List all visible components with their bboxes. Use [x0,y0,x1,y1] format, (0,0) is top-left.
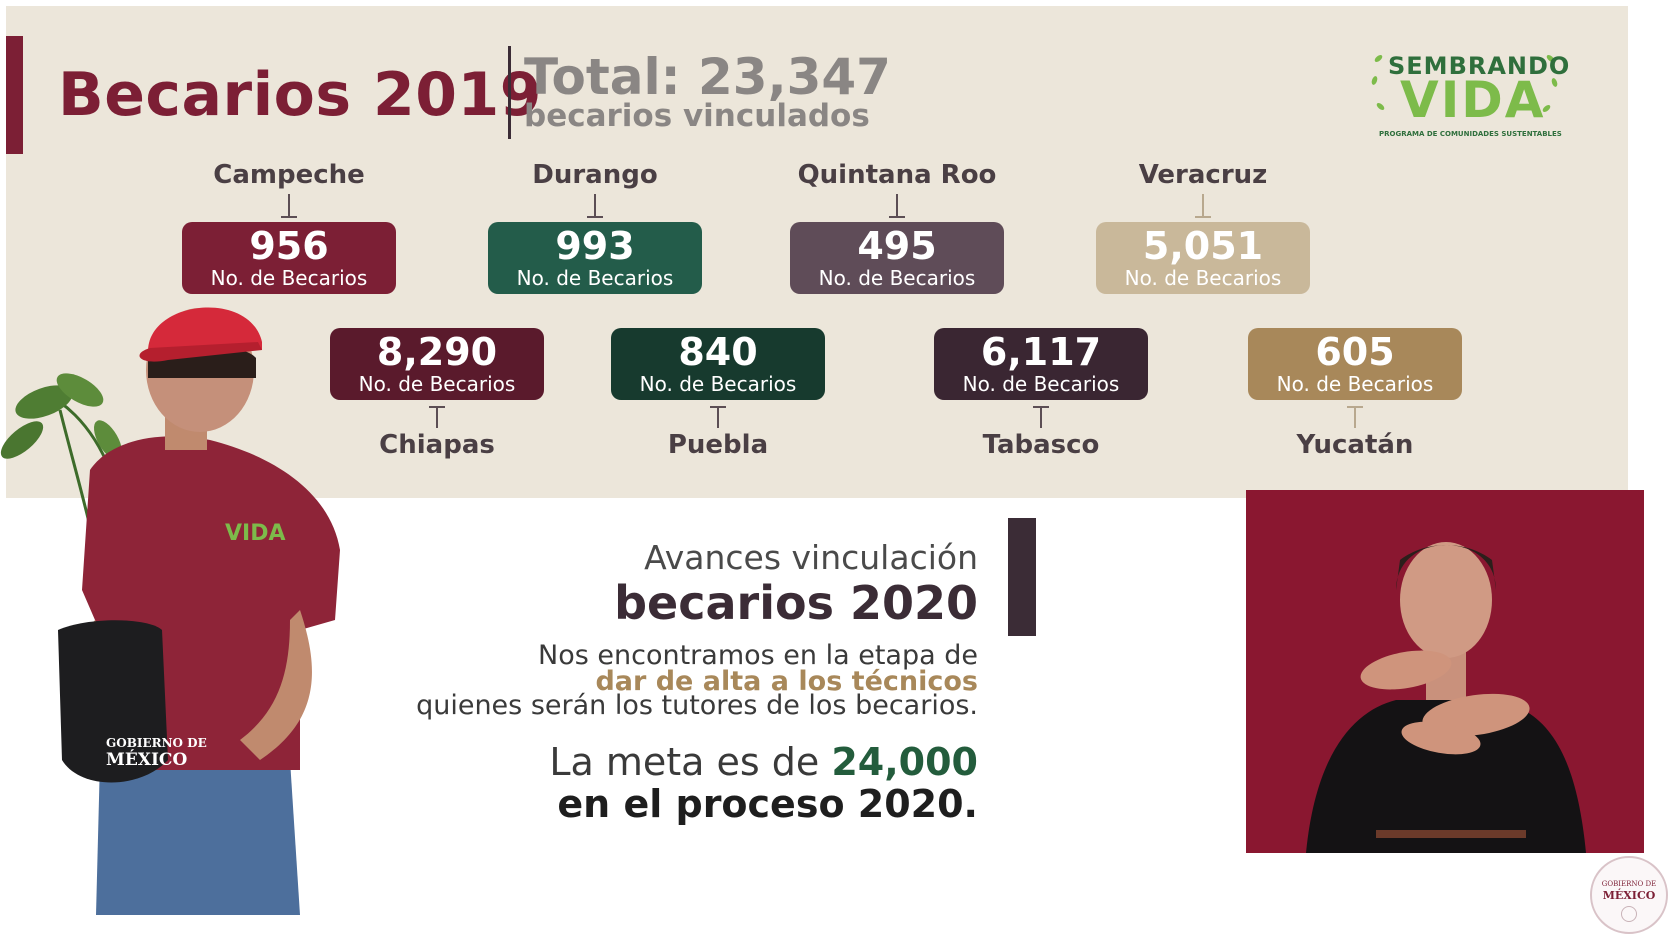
woman-with-plant-photo: VIDA [0,307,340,915]
becarios-label: No. de Becarios [210,266,368,290]
becarios-count: 6,117 [980,330,1102,374]
shirt-logo-text: VIDA [225,521,286,546]
meta-line1: La meta es de 24,000 [549,740,978,784]
avances-heading-line1: Avances vinculación [644,538,978,577]
connector-line [1040,406,1042,428]
state-name: Tabasco [982,430,1100,460]
becarios-badge: 5,051 No. de Becarios [1096,222,1310,294]
connector-cap [587,216,603,218]
state-name: Yucatán [1296,430,1414,460]
connector-line [1354,406,1356,428]
photo-seal-line1: GOBIERNO DE [106,736,207,750]
becarios-count: 8,290 [376,330,498,374]
becarios-label: No. de Becarios [358,372,516,396]
gobierno-mexico-seal: GOBIERNO DE MÉXICO [1590,856,1668,934]
becarios-badge: 993 No. de Becarios [488,222,702,294]
avances-desc-line1: Nos encontramos en la etapa de [538,640,978,671]
becarios-label: No. de Becarios [1124,266,1282,290]
becarios-label: No. de Becarios [962,372,1120,396]
state-name: Puebla [667,430,769,460]
avances-desc-highlight: dar de alta a los técnicos [595,666,978,697]
logo-main-text: VIDA [1400,71,1546,129]
meta-prefix: La meta es de [549,740,832,784]
sembrando-vida-logo: SEMBRANDO VIDA PROGRAMA DE COMUNIDADES S… [1370,44,1569,144]
becarios-label: No. de Becarios [639,372,797,396]
connector-line [436,406,438,428]
leaf-icon [1373,53,1384,64]
connector-line [594,194,596,216]
logo-subtitle: PROGRAMA DE COMUNIDADES SUSTENTABLES [1379,130,1562,138]
becarios-badge: 605 No. de Becarios [1248,328,1462,400]
connector-line [288,194,290,216]
avances-accent-bar [1008,518,1036,636]
connector-line [717,406,719,428]
becarios-count: 495 [857,224,937,268]
eagle-emblem-icon [1621,906,1637,922]
becarios-label: No. de Becarios [1276,372,1434,396]
becarios-label: No. de Becarios [516,266,674,290]
interpreter-figure [1306,542,1586,853]
state-name: Chiapas [379,430,495,460]
state-name: Durango [532,160,658,190]
connector-cap [281,216,297,218]
connector-cap [1195,216,1211,218]
avances-desc-line3: quienes serán los tutores de los becario… [416,690,978,721]
becarios-label: No. de Becarios [818,266,976,290]
connector-line [896,194,898,216]
total-subtitle: becarios vinculados [524,98,870,134]
becarios-badge: 840 No. de Becarios [611,328,825,400]
becarios-badge: 956 No. de Becarios [182,222,396,294]
becarios-count: 5,051 [1142,224,1264,268]
becarios-count: 993 [555,224,635,268]
avances-heading-line2: becarios 2020 [614,576,978,630]
meta-line2: en el proceso 2020. [557,782,978,826]
leaf-icon [1370,75,1379,86]
becarios-badge: 6,117 No. de Becarios [934,328,1148,400]
becarios-count: 605 [1315,330,1395,374]
becarios-badge: 8,290 No. de Becarios [330,328,544,400]
seal-line2: MÉXICO [1602,889,1656,902]
state-name: Campeche [213,160,365,190]
sign-language-interpreter-video [1246,490,1644,853]
total-count: Total: 23,347 [524,48,891,106]
state-name: Quintana Roo [797,160,997,190]
state-name: Veracruz [1138,160,1268,190]
connector-cap [889,216,905,218]
title-accent-bar [6,36,23,154]
becarios-badge: 495 No. de Becarios [790,222,1004,294]
seal-line1: GOBIERNO DE [1601,880,1657,888]
logo-top-text: SEMBRANDO [1388,52,1571,80]
becarios-count: 840 [678,330,758,374]
meta-value: 24,000 [831,740,978,784]
title-divider [508,46,511,139]
page-title: Becarios 2019 [58,60,542,130]
connector-line [1202,194,1204,216]
leaf-icon [1375,101,1386,112]
becarios-count: 956 [249,224,329,268]
photo-seal-line2: MÉXICO [106,750,188,770]
